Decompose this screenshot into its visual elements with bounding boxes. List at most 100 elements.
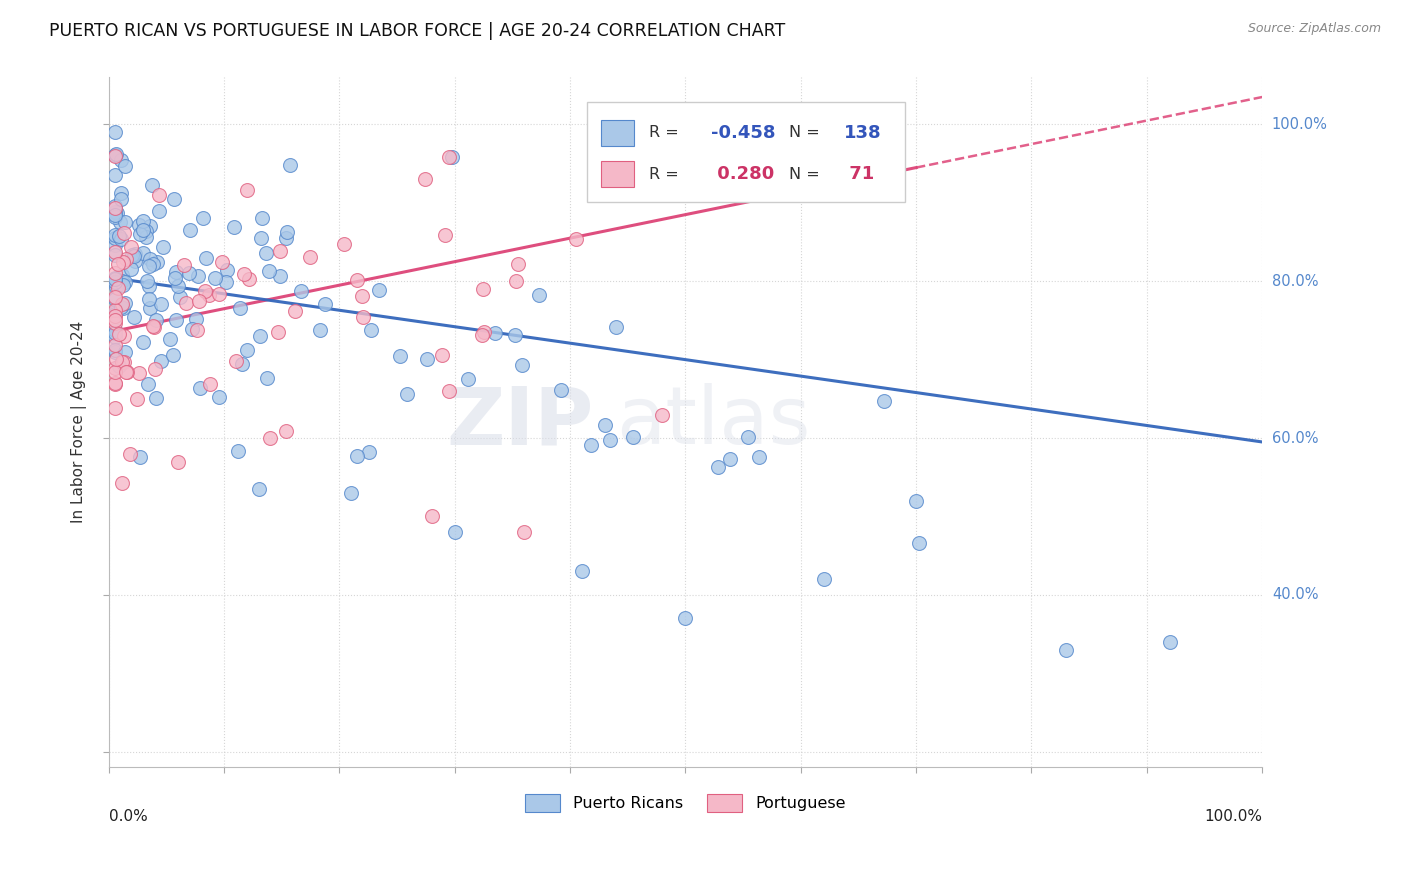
Point — [108, 229, 131, 244]
Text: 138: 138 — [844, 124, 882, 142]
Point — [352, 310, 374, 325]
Point — [103, 199, 125, 213]
Point — [186, 311, 208, 326]
Point — [114, 295, 136, 310]
Point — [276, 231, 298, 245]
Point — [103, 244, 125, 259]
Point — [128, 366, 150, 380]
Point — [145, 391, 167, 405]
Point — [141, 178, 163, 192]
Point — [103, 208, 125, 222]
Text: N =: N = — [789, 167, 825, 181]
Point — [107, 327, 129, 342]
Point — [194, 284, 217, 298]
Point — [215, 275, 238, 289]
Point — [103, 227, 125, 242]
Point — [188, 294, 211, 309]
Point — [165, 265, 187, 279]
Point — [136, 274, 159, 288]
Point — [139, 301, 162, 316]
Text: 71: 71 — [844, 165, 875, 183]
Point — [472, 325, 495, 339]
Point — [706, 459, 728, 474]
Text: 80.0%: 80.0% — [1272, 274, 1319, 289]
Point — [593, 417, 616, 432]
Point — [115, 252, 138, 267]
Point — [186, 323, 208, 337]
Point — [433, 228, 456, 243]
Point — [249, 328, 271, 343]
Point — [139, 219, 162, 234]
Point — [274, 425, 297, 439]
Text: R =: R = — [648, 167, 683, 181]
Point — [430, 348, 453, 362]
Point — [905, 493, 928, 508]
Point — [299, 250, 322, 264]
Point — [395, 387, 418, 401]
Point — [103, 231, 125, 245]
Point — [250, 231, 273, 245]
Point — [135, 229, 157, 244]
Point — [124, 246, 146, 260]
Text: PUERTO RICAN VS PORTUGUESE IN LABOR FORCE | AGE 20-24 CORRELATION CHART: PUERTO RICAN VS PORTUGUESE IN LABOR FORC… — [49, 22, 786, 40]
Point — [718, 452, 741, 467]
Point — [529, 288, 551, 302]
Point — [103, 272, 125, 286]
Point — [276, 225, 298, 239]
Point — [420, 509, 443, 524]
Point — [581, 438, 603, 452]
Text: 40.0%: 40.0% — [1272, 587, 1319, 602]
Point — [180, 322, 202, 336]
Point — [1159, 635, 1181, 649]
Point — [110, 153, 132, 168]
Point — [284, 303, 307, 318]
Point — [550, 384, 572, 398]
Point — [128, 450, 150, 465]
Point — [159, 332, 181, 346]
Point — [114, 159, 136, 173]
Point — [120, 447, 142, 461]
Point — [678, 133, 700, 147]
Point — [651, 408, 673, 422]
Point — [103, 330, 125, 344]
Point — [111, 297, 134, 311]
Point — [173, 258, 195, 272]
Point — [621, 430, 644, 444]
Point — [314, 296, 336, 310]
Text: 0.0%: 0.0% — [108, 809, 148, 823]
Point — [247, 483, 270, 497]
Point — [176, 295, 198, 310]
Point — [110, 192, 132, 206]
Point — [333, 237, 356, 252]
Point — [103, 205, 125, 219]
Point — [103, 345, 125, 359]
Point — [350, 289, 373, 303]
Point — [565, 232, 588, 246]
Point — [103, 323, 125, 337]
Point — [125, 392, 148, 407]
Point — [132, 245, 155, 260]
Point — [103, 247, 125, 261]
Text: N =: N = — [789, 125, 825, 140]
Point — [413, 172, 436, 186]
Point — [152, 240, 174, 254]
Point — [103, 312, 125, 326]
Point — [872, 393, 894, 408]
Text: ZIP: ZIP — [446, 384, 593, 461]
Y-axis label: In Labor Force | Age 20-24: In Labor Force | Age 20-24 — [72, 321, 87, 524]
Point — [114, 215, 136, 229]
Point — [236, 343, 259, 357]
Point — [143, 362, 166, 376]
Point — [115, 365, 138, 379]
Point — [103, 338, 125, 352]
Point — [346, 449, 368, 463]
Point — [103, 376, 125, 391]
Point — [124, 253, 146, 268]
Point — [472, 282, 495, 296]
Point — [340, 486, 363, 500]
Point — [111, 354, 134, 368]
Point — [103, 125, 125, 139]
Point — [188, 381, 211, 395]
Point — [163, 270, 186, 285]
Point — [233, 267, 256, 281]
